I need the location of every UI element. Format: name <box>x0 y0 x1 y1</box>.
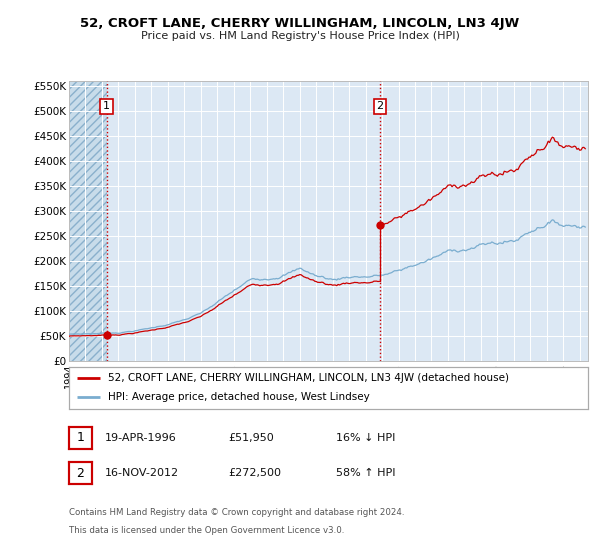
Text: 58% ↑ HPI: 58% ↑ HPI <box>336 468 395 478</box>
Text: 2: 2 <box>76 466 85 480</box>
Text: 1: 1 <box>76 431 85 445</box>
Text: £272,500: £272,500 <box>228 468 281 478</box>
Text: 16-NOV-2012: 16-NOV-2012 <box>105 468 179 478</box>
Text: 52, CROFT LANE, CHERRY WILLINGHAM, LINCOLN, LN3 4JW: 52, CROFT LANE, CHERRY WILLINGHAM, LINCO… <box>80 17 520 30</box>
Text: 52, CROFT LANE, CHERRY WILLINGHAM, LINCOLN, LN3 4JW (detached house): 52, CROFT LANE, CHERRY WILLINGHAM, LINCO… <box>108 373 509 383</box>
Text: This data is licensed under the Open Government Licence v3.0.: This data is licensed under the Open Gov… <box>69 526 344 535</box>
Text: Contains HM Land Registry data © Crown copyright and database right 2024.: Contains HM Land Registry data © Crown c… <box>69 508 404 517</box>
Text: HPI: Average price, detached house, West Lindsey: HPI: Average price, detached house, West… <box>108 393 370 403</box>
Text: Price paid vs. HM Land Registry's House Price Index (HPI): Price paid vs. HM Land Registry's House … <box>140 31 460 41</box>
Text: 1: 1 <box>103 101 110 111</box>
Text: 2: 2 <box>377 101 383 111</box>
Text: 16% ↓ HPI: 16% ↓ HPI <box>336 433 395 443</box>
Text: £51,950: £51,950 <box>228 433 274 443</box>
Text: 19-APR-1996: 19-APR-1996 <box>105 433 177 443</box>
Bar <box>69 81 107 361</box>
